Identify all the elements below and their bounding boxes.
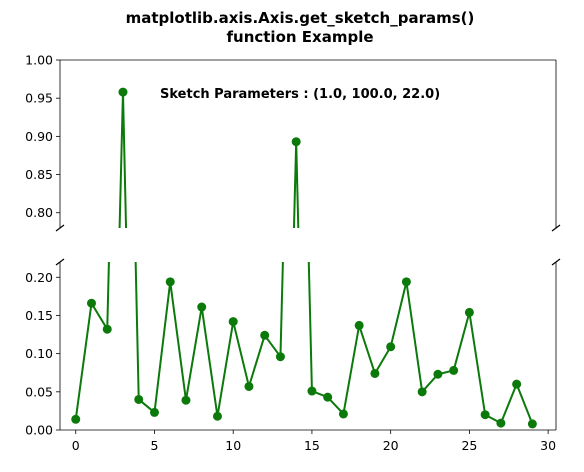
- bottom-data-point: [212, 411, 222, 421]
- bottom-data-point: [338, 409, 348, 419]
- bottom-data-point: [449, 365, 459, 375]
- top-y-tick-label: 0.80: [25, 205, 53, 220]
- axes: 0.80 0.85 0.90 0.95 1.00 0.00 0.05 0.10 0.15 0.20…: [25, 53, 561, 453]
- top-series-line: [118, 91, 300, 228]
- bottom-data-point: [386, 342, 396, 352]
- break-mark: [55, 258, 65, 266]
- bottom-y-tick-label: 0.10: [25, 346, 53, 361]
- bottom-data-point: [181, 395, 191, 405]
- bottom-data-point: [354, 320, 364, 330]
- bottom-panel-plot: [71, 262, 537, 429]
- x-tick-label: 10: [225, 438, 241, 453]
- bottom-y-tick-label: 0.05: [25, 384, 53, 399]
- bottom-data-point: [464, 307, 474, 317]
- bottom-data-point: [527, 419, 537, 429]
- bottom-data-point: [149, 407, 159, 417]
- bottom-data-point: [71, 414, 81, 424]
- bottom-data-point: [260, 330, 270, 340]
- bottom-data-point: [102, 324, 112, 334]
- bottom-data-point: [244, 381, 254, 391]
- top-data-point: [291, 137, 301, 147]
- x-tick-label: 0: [72, 438, 80, 453]
- bottom-data-point: [496, 418, 506, 428]
- bottom-data-point: [433, 369, 443, 379]
- bottom-data-point: [275, 352, 285, 362]
- x-tick-label: 5: [150, 438, 158, 453]
- top-y-tick-label: 0.95: [25, 91, 53, 106]
- x-tick-label: 25: [461, 438, 477, 453]
- bottom-data-point: [307, 386, 317, 396]
- bottom-series-line: [74, 262, 534, 425]
- bottom-data-point: [512, 379, 522, 389]
- bottom-data-point: [165, 277, 175, 287]
- bottom-data-point: [323, 392, 333, 402]
- bottom-y-tick-label: 0.00: [25, 423, 53, 438]
- top-y-tick-label: 0.90: [25, 129, 53, 144]
- chart-title-line2: function Example: [226, 28, 373, 46]
- bottom-data-point: [228, 317, 238, 327]
- top-data-point: [118, 87, 128, 97]
- break-mark: [551, 258, 561, 266]
- bottom-y-tick-label: 0.20: [25, 270, 53, 285]
- bottom-data-point: [197, 302, 207, 312]
- bottom-data-point: [480, 410, 490, 420]
- top-y-tick-label: 0.85: [25, 167, 53, 182]
- bottom-data-point: [134, 394, 144, 404]
- x-tick-label: 20: [383, 438, 399, 453]
- bottom-data-point: [417, 387, 427, 397]
- break-mark: [551, 224, 561, 232]
- bottom-y-tick-label: 0.15: [25, 308, 53, 323]
- break-mark: [55, 224, 65, 232]
- x-tick-label: 30: [540, 438, 556, 453]
- bottom-data-point: [86, 298, 96, 308]
- top-y-tick-label: 1.00: [25, 53, 53, 68]
- top-panel-plot: [118, 87, 301, 228]
- bottom-data-point: [401, 277, 411, 287]
- x-tick-label: 15: [304, 438, 320, 453]
- chart-title-line1: matplotlib.axis.Axis.get_sketch_params(): [126, 9, 475, 27]
- bottom-data-point: [370, 368, 380, 378]
- sketch-params-annotation: Sketch Parameters : (1.0, 100.0, 22.0): [160, 87, 440, 102]
